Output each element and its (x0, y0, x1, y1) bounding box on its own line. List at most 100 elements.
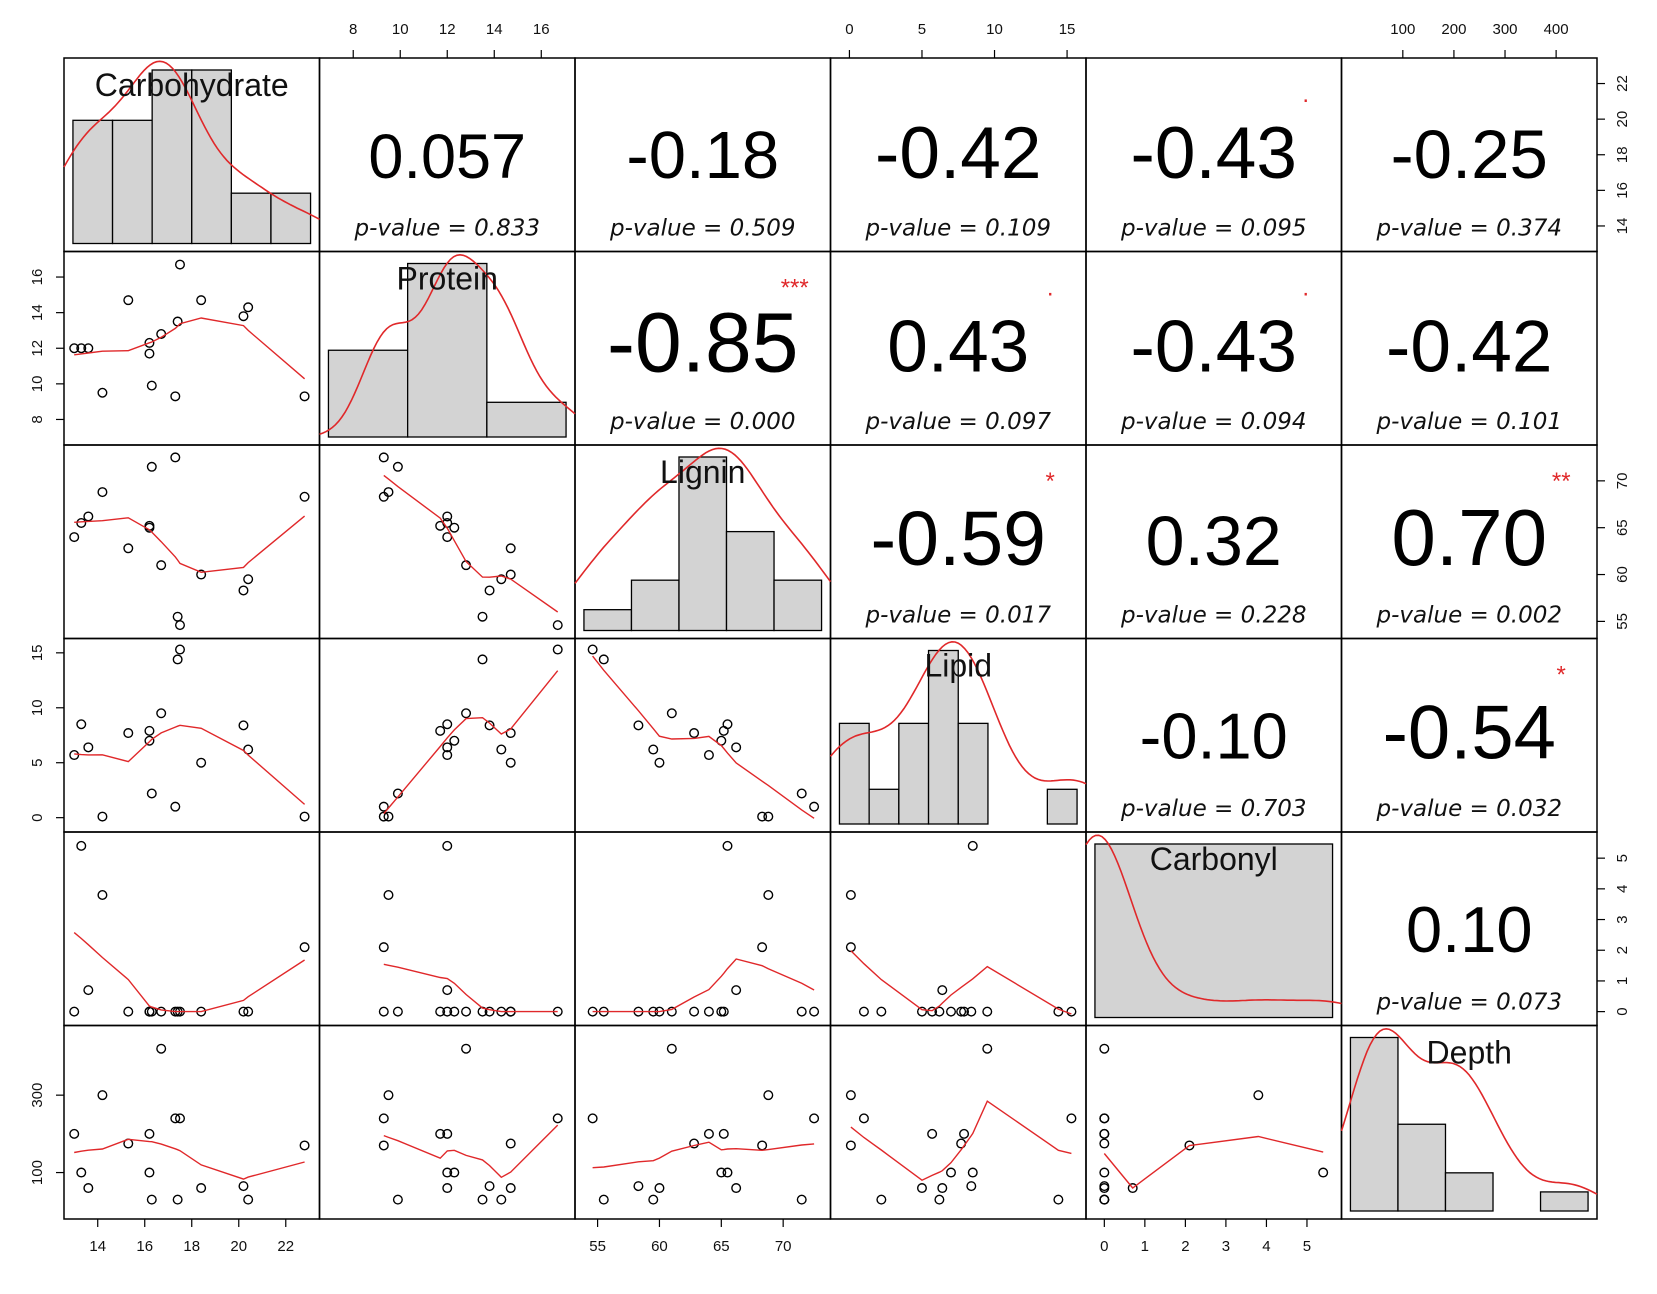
histogram-lignin: Lignin (574, 447, 832, 632)
histogram-bar (230, 192, 272, 245)
scatter-point (648, 1194, 659, 1205)
scatter-point (966, 1006, 977, 1017)
scatter-point (97, 889, 108, 900)
panel-depth-depth (1340, 1024, 1598, 1220)
scatter-point (442, 1183, 453, 1194)
scatter-point (484, 1006, 495, 1017)
tick-label: 100 (1390, 21, 1415, 38)
scatter-lipid-vs-protein (378, 644, 563, 822)
scatter-point (378, 811, 389, 822)
correlation-value: -0.54 (1383, 690, 1556, 775)
tick-label: 3 (1222, 1238, 1230, 1255)
scatter-point (934, 1006, 945, 1017)
scatter-carbonyl-vs-carbohydrate (69, 840, 310, 1017)
histogram-bar (725, 530, 775, 632)
smooth-line (383, 474, 559, 613)
scatter-point (144, 1167, 155, 1178)
scatter-point (243, 1194, 254, 1205)
scatter-point (97, 387, 108, 398)
scatter-point (299, 1140, 310, 1151)
tick-label: 55 (589, 1238, 606, 1255)
scatter-point (83, 742, 94, 753)
significance-stars: . (1302, 81, 1309, 108)
scatter-point (1099, 1128, 1110, 1139)
scatter-point (1053, 1006, 1064, 1017)
correlation-lignin-depth: 0.70 p-value = 0.002 ** (1376, 468, 1571, 629)
scatter-point (927, 1006, 938, 1017)
scatter-point (83, 1183, 94, 1194)
scatter-point (435, 1128, 446, 1139)
scatter-point (442, 511, 453, 522)
scatter-point (146, 461, 157, 472)
tick-label: 20 (1614, 111, 1631, 128)
scatter-point (763, 889, 774, 900)
tick-label: 0 (845, 21, 853, 38)
scatter-point (435, 1006, 446, 1017)
scatter-point (461, 1043, 472, 1054)
histogram-bar (270, 192, 312, 245)
scatter-point (172, 611, 183, 622)
scatter-lipid-vs-carbohydrate (69, 644, 310, 822)
panel-carbonyl-lipid (829, 831, 1087, 1027)
scatter-point (982, 1006, 993, 1017)
scatter-point (654, 757, 665, 768)
variable-name-protein: Protein (397, 261, 498, 297)
scatter-point (1099, 1194, 1110, 1205)
panel-lipid-protein (318, 637, 576, 833)
scatter-point (97, 1090, 108, 1101)
scatter-point (496, 744, 507, 755)
histogram-bar (1539, 1191, 1589, 1212)
panel-depth-lipid (829, 1024, 1087, 1220)
scatter-point (757, 811, 768, 822)
scatter-point (238, 1181, 249, 1192)
tick-label: 70 (775, 1238, 792, 1255)
density-curve (1340, 1027, 1598, 1195)
scatter-point (69, 1006, 80, 1017)
correlation-protein-depth: -0.42 p-value = 0.101 (1376, 306, 1562, 435)
panel-depth-protein (318, 1024, 576, 1220)
histogram-bar (838, 722, 870, 825)
scatter-point (97, 487, 108, 498)
scatter-point (144, 735, 155, 746)
correlation-carbohydrate-depth: -0.25 p-value = 0.374 (1376, 116, 1562, 242)
scatter-point (156, 1043, 167, 1054)
scatter-point (1127, 1183, 1138, 1194)
scatter-point (845, 1090, 856, 1101)
scatter-point (477, 611, 488, 622)
scatter-point (299, 391, 310, 402)
scatter-point (967, 1167, 978, 1178)
scatter-point (1099, 1167, 1110, 1178)
density-curve (319, 253, 576, 435)
tick-label: 10 (986, 21, 1003, 38)
p-value-label: p-value = 0.703 (1120, 796, 1306, 822)
scatter-point (587, 644, 598, 655)
scatter-point (123, 1006, 134, 1017)
scatter-point (378, 491, 389, 502)
scatter-point (1099, 1181, 1110, 1192)
scatter-point (666, 708, 677, 719)
scatter-point (156, 1006, 167, 1017)
histogram-bar (583, 609, 633, 632)
scatter-point (689, 728, 700, 739)
scatter-point (505, 543, 516, 554)
tick-label: 3 (1614, 915, 1631, 923)
scatter-point (461, 1006, 472, 1017)
tick-label: 65 (713, 1238, 730, 1255)
tick-label: 55 (1614, 613, 1631, 630)
tick-label: 14 (1614, 218, 1631, 235)
smooth-line (592, 1141, 815, 1169)
significance-stars: . (1047, 275, 1054, 302)
histogram-bar (406, 262, 488, 438)
density-curve (63, 60, 320, 221)
variable-name-lignin: Lignin (660, 454, 745, 490)
tick-label: 22 (1614, 75, 1631, 92)
tick-label: 4 (1614, 885, 1631, 893)
significance-stars: * (1557, 662, 1566, 689)
scatter-point (123, 543, 134, 554)
smooth-line (383, 1124, 559, 1179)
tick-label: 2 (1181, 1238, 1189, 1255)
correlation-value: 0.43 (887, 306, 1029, 387)
scatter-point (196, 1183, 207, 1194)
correlation-value: -0.25 (1391, 116, 1548, 193)
scatter-point (845, 889, 856, 900)
